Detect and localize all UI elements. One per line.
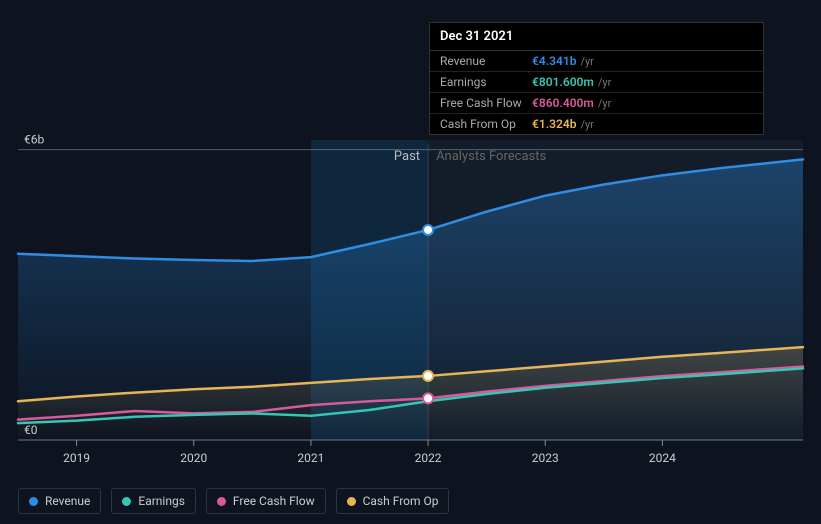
chart-marker — [423, 225, 433, 235]
legend-item[interactable]: Free Cash Flow — [206, 488, 326, 514]
legend-dot-icon — [122, 497, 131, 506]
chart-tooltip: Dec 31 2021 Revenue€4.341b/yrEarnings€80… — [429, 22, 764, 135]
tooltip-row-label: Free Cash Flow — [440, 96, 532, 110]
tooltip-row-unit: /yr — [580, 55, 593, 68]
x-axis-label: 2021 — [297, 451, 324, 465]
x-axis-label: 2022 — [415, 451, 442, 465]
tooltip-row-value: €1.324b — [532, 117, 576, 131]
legend-item[interactable]: Revenue — [18, 488, 101, 514]
y-axis-label: €0 — [24, 423, 38, 437]
chart-legend: Revenue Earnings Free Cash Flow Cash From O… — [18, 488, 449, 514]
past-label: Past — [394, 149, 420, 164]
x-axis-label: 2020 — [180, 451, 207, 465]
legend-label: Cash From Op — [363, 494, 439, 508]
legend-dot-icon — [217, 497, 226, 506]
tooltip-row: Free Cash Flow€860.400m/yr — [430, 93, 763, 114]
y-axis-label: €6b — [24, 133, 44, 147]
tooltip-row-label: Revenue — [440, 54, 532, 68]
x-axis-label: 2019 — [63, 451, 90, 465]
tooltip-row-unit: /yr — [580, 118, 593, 131]
tooltip-row-unit: /yr — [598, 97, 611, 110]
legend-label: Free Cash Flow — [233, 494, 315, 508]
legend-dot-icon — [347, 497, 356, 506]
tooltip-row-value: €860.400m — [532, 96, 594, 110]
x-axis-label: 2024 — [649, 451, 676, 465]
legend-label: Revenue — [45, 494, 90, 508]
financials-chart-container: { "chart": { "type": "area-line", "width… — [0, 0, 821, 524]
chart-marker — [423, 371, 433, 381]
legend-item[interactable]: Cash From Op — [336, 488, 450, 514]
tooltip-date: Dec 31 2021 — [430, 23, 763, 51]
tooltip-row: Revenue€4.341b/yr — [430, 51, 763, 72]
legend-item[interactable]: Earnings — [111, 488, 196, 514]
forecast-label: Analysts Forecasts — [436, 149, 546, 164]
tooltip-row-label: Earnings — [440, 75, 532, 89]
tooltip-row-value: €4.341b — [532, 54, 576, 68]
tooltip-row: Earnings€801.600m/yr — [430, 72, 763, 93]
legend-label: Earnings — [138, 494, 185, 508]
x-axis-label: 2023 — [532, 451, 559, 465]
tooltip-row-unit: /yr — [598, 76, 611, 89]
tooltip-row: Cash From Op€1.324b/yr — [430, 114, 763, 134]
chart-marker — [423, 393, 433, 403]
legend-dot-icon — [29, 497, 38, 506]
tooltip-row-value: €801.600m — [532, 75, 594, 89]
tooltip-row-label: Cash From Op — [440, 117, 532, 131]
